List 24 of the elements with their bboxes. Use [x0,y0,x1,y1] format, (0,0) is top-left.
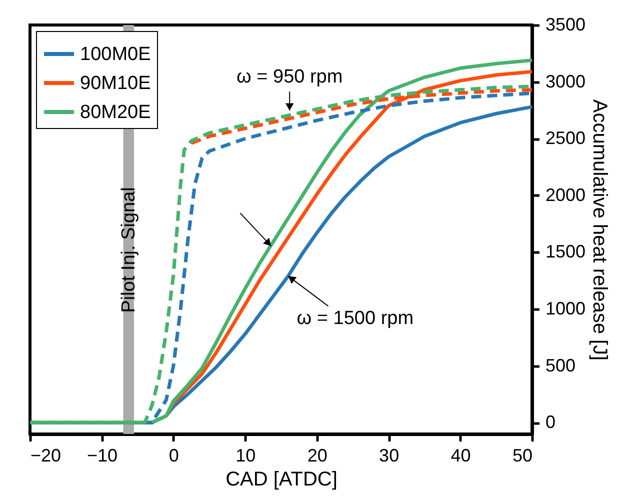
x-tick-label: −20 [30,446,62,466]
x-tick-label: 0 [168,446,179,466]
x-tick-label: 40 [450,446,471,466]
annotation: ω = 950 rpm [236,66,343,88]
y-tick-label: 2000 [546,184,586,205]
y-tick-label: 3500 [546,14,586,34]
x-tick-label: 50 [512,446,532,466]
legend-label: 90M10E [80,73,151,94]
y-tick-label: 0 [546,412,556,432]
y-tick-label: 1500 [546,242,586,262]
x-tick-label: 10 [236,446,256,466]
y-axis-title: Accumulative heat release [J] [588,99,611,361]
x-tick-label: 20 [307,446,328,466]
legend-label: 100M0E [80,44,151,65]
x-axis-title: CAD [ATDC] [226,468,338,490]
y-tick-label: 3000 [546,71,586,92]
y-tick-label: 1000 [546,298,586,319]
legend-label: 80M20E [80,102,151,123]
band-label: Pilot Inj. Signal [118,187,140,313]
y-tick-label: 2500 [546,128,586,148]
x-tick-label: 30 [379,446,400,466]
x-tick-label: −10 [86,446,118,466]
y-tick-label: 500 [546,355,576,376]
annotation: ω = 1500 rpm [296,308,414,330]
